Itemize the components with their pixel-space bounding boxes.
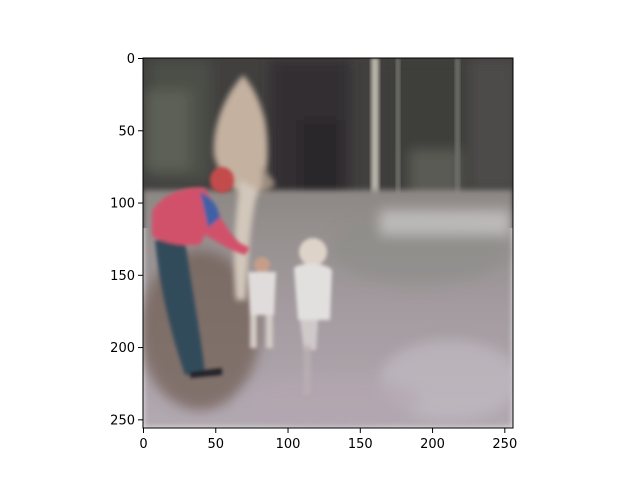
y-tick-label: 0 — [127, 52, 135, 67]
photo-image — [143, 58, 513, 428]
y-tick-label: 250 — [110, 413, 135, 428]
x-tick-label: 200 — [420, 437, 445, 452]
x-tick-label: 0 — [139, 437, 147, 452]
y-tick-label: 200 — [110, 341, 135, 356]
horse — [213, 75, 275, 300]
adult-figure — [152, 167, 250, 378]
x-tick-label: 250 — [492, 437, 517, 452]
child-in-white — [294, 238, 332, 395]
x-tick-label: 150 — [348, 437, 373, 452]
child-near-horse — [248, 257, 276, 348]
y-tick-label: 50 — [118, 124, 135, 139]
y-tick-label: 150 — [110, 269, 135, 284]
y-axis: 0 50 100 150 200 250 — [110, 52, 143, 428]
x-axis: 0 50 100 150 200 250 — [139, 428, 517, 452]
y-tick-label: 100 — [110, 197, 135, 212]
x-tick-label: 100 — [276, 437, 301, 452]
axes-frame — [142, 57, 514, 429]
x-tick-label: 50 — [207, 437, 224, 452]
